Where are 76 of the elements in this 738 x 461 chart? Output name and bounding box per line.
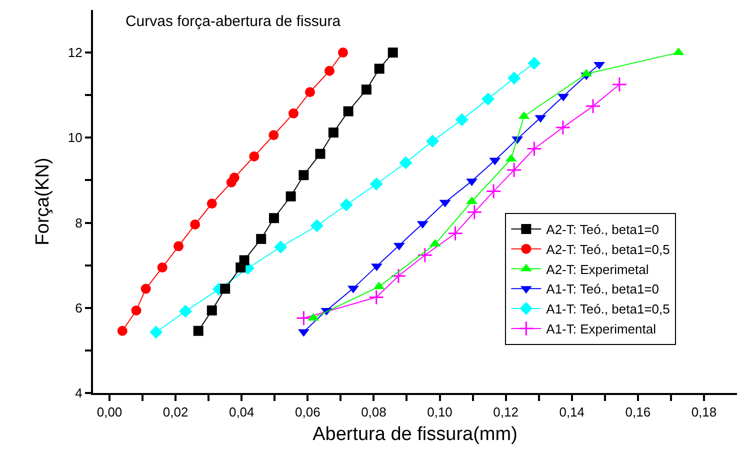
chart-title: Curvas força-abertura de fissura [125,12,342,30]
point [310,219,324,232]
x-tick-label: 0,06 [295,404,320,420]
point [174,241,184,252]
point [304,87,315,98]
point [448,226,464,242]
point [417,247,433,263]
point [466,204,482,220]
point [585,98,601,114]
x-tick-label: 0,00 [96,404,122,420]
x-tick-label: 0,10 [427,404,452,420]
point [298,170,309,180]
point [455,113,468,126]
point [220,284,230,294]
point [288,108,298,118]
point [178,304,192,318]
y-tick-label: 8 [75,215,82,230]
x-tick-label: 0,02 [162,404,188,420]
y-tick-label: 10 [68,130,82,146]
point [315,148,326,159]
y-axis-title: Força(KN) [32,158,54,246]
point [286,191,296,202]
point [157,262,168,272]
point [399,156,412,170]
y-tick-label: 12 [68,45,82,60]
legend-label: A2-T: Experimetal [546,262,649,277]
point [486,184,502,200]
y-tick-label: 6 [75,300,82,316]
point [249,151,260,162]
point [340,198,353,212]
point [296,310,312,326]
point [506,162,522,178]
x-axis-title: Abertura de fissura(mm) [312,424,518,445]
point [338,48,348,58]
point [328,128,338,138]
point [370,178,383,191]
point [343,106,354,116]
x-tick-label: 0,12 [493,404,518,420]
point [612,76,628,92]
legend-label: A1-T: Teó., beta1=0 [546,282,660,297]
x-tick-label: 0,14 [559,404,585,420]
x-tick-label: 0,18 [691,404,717,420]
y-tick-label: 4 [75,386,82,401]
point [268,213,279,224]
point [374,64,384,74]
point [229,172,240,183]
point [193,326,204,336]
point [361,84,372,95]
point [206,198,217,209]
point [190,219,200,230]
point [426,134,439,148]
legend-label: A1-T: Experimental [546,322,656,337]
point [324,66,334,76]
point [274,240,288,254]
point [150,326,163,339]
point [117,326,128,336]
legend-label: A2-T: Teó., beta1=0,5 [546,242,670,257]
point [508,72,521,85]
x-tick-label: 0,16 [625,404,651,420]
x-tick-label: 0,04 [228,404,254,420]
point [140,284,151,294]
legend-label: A2-T: Teó., beta1=0 [546,222,660,238]
point [206,305,217,316]
point [256,234,266,244]
point [528,56,541,70]
point [481,92,494,106]
legend-label: A1-T: Teó., beta1=0,5 [546,302,670,317]
point [526,140,542,156]
x-tick-label: 0,08 [361,404,386,420]
point [390,268,406,284]
point [268,130,279,140]
point [555,120,571,136]
point [388,48,398,58]
point [239,255,250,266]
point [131,305,142,316]
point [368,290,384,305]
